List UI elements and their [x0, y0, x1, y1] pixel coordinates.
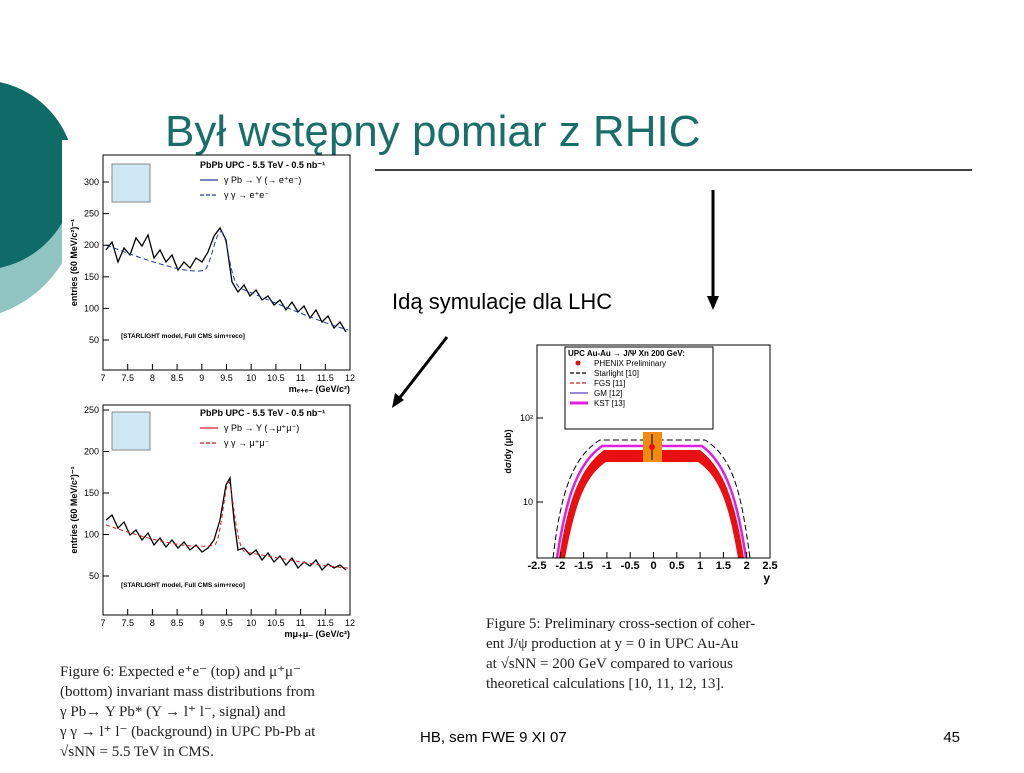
x-tick-label: 10.5: [267, 373, 285, 383]
legend-label: PHENIX Preliminary: [594, 359, 666, 368]
fit-curve: [105, 481, 349, 569]
legend-box: [564, 346, 714, 430]
x-tick-label: 10: [246, 618, 256, 628]
x-tick-label: -0.5: [621, 560, 640, 572]
page-number: 45: [943, 729, 960, 746]
y-tick-label: 50: [89, 571, 99, 581]
footer-text: HB, sem FWE 9 XI 07: [420, 729, 567, 746]
legend-marker: [575, 360, 581, 366]
figure-bg: [62, 140, 382, 768]
x-tick-label: 1: [697, 560, 703, 572]
y-tick-label: 250: [84, 405, 99, 415]
legend-label: FGS [11]: [594, 379, 625, 388]
arrow: [396, 336, 449, 401]
logo: [111, 163, 151, 203]
y-tick-label: 100: [84, 530, 99, 540]
caption-line: theoretical calculations [10, 11, 12, 13…: [486, 676, 724, 692]
legend-label: Starlight [10]: [594, 369, 639, 378]
x-axis-label: mₑ₊ₑ₋ (GeV/c²): [289, 384, 350, 394]
y-tick-label: 100: [84, 303, 99, 313]
plot-note: [STARLIGHT model, Full CMS sim+reco]: [121, 333, 245, 340]
legend-label: γ Pb → Υ (→ e⁺e⁻): [224, 175, 301, 185]
x-tick-label: 7: [100, 373, 105, 383]
x-tick-label: 0.5: [669, 560, 684, 572]
x-tick-label: -1.5: [574, 560, 593, 572]
x-tick-label: 9.5: [220, 373, 233, 383]
histogram: [105, 226, 347, 333]
x-tick-label: 8.5: [171, 373, 184, 383]
caption-line: γ γ → l⁺ l⁻ (background) in UPC Pb-Pb at: [59, 724, 316, 740]
y-axis-label: entries (60 MeV/c²)⁻¹: [69, 219, 79, 306]
logo: [111, 411, 151, 451]
x-tick-label: 12: [345, 373, 355, 383]
plot-title: PbPb UPC - 5.5 TeV - 0.5 nb⁻¹: [200, 160, 325, 170]
model-curve: [555, 444, 748, 559]
legend-label: γ γ → e⁺e⁻: [224, 190, 269, 200]
slide-title: Był wstępny pomiar z RHIC: [165, 107, 700, 156]
legend-label: γ γ → μ⁺μ⁻: [224, 438, 270, 448]
y-tick-label: 150: [84, 272, 99, 282]
y-tick-label: 50: [89, 335, 99, 345]
y-tick-label: 250: [84, 209, 99, 219]
y-axis-label: entries (60 MeV/c²)⁻¹: [69, 466, 79, 553]
x-tick-label: 10: [246, 373, 256, 383]
x-tick-label: -1: [602, 560, 612, 572]
plot-note: [STARLIGHT model, Full CMS sim+reco]: [121, 582, 245, 589]
x-tick-label: 9: [199, 373, 204, 383]
caption-line: ent J/ψ production at y = 0 in UPC Au-Au: [486, 636, 739, 652]
x-tick-label: 11.5: [317, 618, 334, 628]
model-band: [559, 450, 744, 558]
x-tick-label: 2: [744, 560, 750, 572]
plot-title: PbPb UPC - 5.5 TeV - 0.5 nb⁻¹: [200, 408, 325, 418]
caption-line: γ Pb→ Υ Pb* (Υ → l⁺ l⁻, signal) and: [59, 704, 286, 720]
caption-line: √sNN = 5.5 TeV in CMS.: [60, 744, 214, 760]
y-tick-label: 10: [523, 497, 533, 507]
x-axis-label: mμ₊μ₋ (GeV/c²): [284, 629, 350, 639]
x-tick-label: 9: [199, 618, 204, 628]
x-tick-label: 7.5: [121, 373, 134, 383]
data-point: [649, 444, 655, 450]
x-tick-label: 8.5: [171, 618, 184, 628]
x-tick-label: 2.5: [762, 560, 777, 572]
y-tick-label: 200: [84, 240, 99, 250]
arrow-head: [707, 296, 719, 310]
x-tick-label: 11: [296, 618, 305, 628]
annotation: Idą symulacje dla LHC: [392, 289, 612, 314]
x-tick-label: -2: [555, 560, 565, 572]
fit-curve: [105, 231, 349, 331]
caption-line: Figure 5: Preliminary cross-section of c…: [486, 616, 755, 632]
plot-title: UPC Au-Au → J/Ψ Xn 200 GeV:: [568, 349, 685, 358]
caption-line: at √sNN = 200 GeV compared to various: [486, 656, 733, 672]
caption-line: Figure 6: Expected e⁺e⁻ (top) and μ⁺μ⁻: [60, 664, 301, 680]
x-tick-label: 9.5: [220, 618, 233, 628]
x-tick-label: 12: [345, 618, 355, 628]
x-tick-label: 11: [296, 373, 305, 383]
x-axis-label: y: [763, 571, 770, 585]
decor-circle: [0, 82, 75, 268]
x-tick-label: 8: [150, 373, 155, 383]
y-tick-label: 300: [84, 177, 99, 187]
x-tick-label: 7: [100, 618, 105, 628]
x-tick-label: 11.5: [317, 373, 334, 383]
x-tick-label: 0: [650, 560, 656, 572]
y-tick-label: 200: [84, 447, 99, 457]
y-tick-label: 150: [84, 488, 99, 498]
legend-label: GM [12]: [594, 389, 622, 398]
caption-line: (bottom) invariant mass distributions fr…: [60, 684, 315, 700]
x-tick-label: -2.5: [528, 560, 547, 572]
legend-label: KST [13]: [594, 399, 625, 408]
x-tick-label: 1.5: [716, 560, 731, 572]
legend-label: γ Pb → Υ (→μ⁺μ⁻): [224, 423, 299, 433]
y-axis-label: dσ/dy (μb): [503, 429, 513, 473]
arrow-head: [392, 393, 404, 408]
y-tick-label: 10²: [520, 413, 533, 423]
x-tick-label: 7.5: [121, 618, 134, 628]
x-tick-label: 8: [150, 618, 155, 628]
x-tick-label: 10.5: [267, 618, 285, 628]
